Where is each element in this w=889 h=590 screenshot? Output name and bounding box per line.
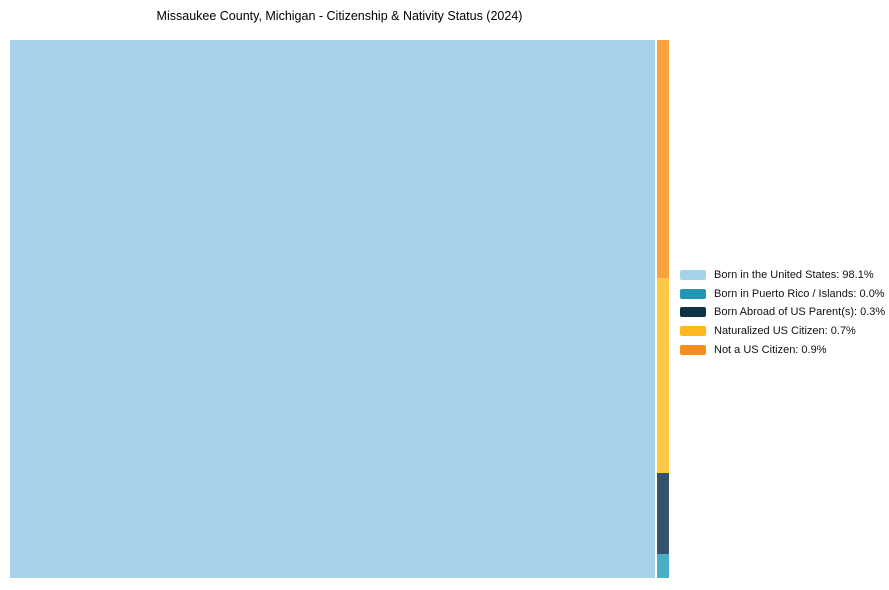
legend-label: Not a US Citizen: 0.9% (714, 343, 827, 356)
legend-item-not-a-us-citizen[interactable]: Not a US Citizen: 0.9% (680, 340, 885, 359)
legend-swatch-not-a-us-citizen (680, 344, 706, 355)
legend-item-born-abroad[interactable]: Born Abroad of US Parent(s): 0.3% (680, 303, 885, 322)
legend-label: Born in the United States: 98.1% (714, 269, 874, 282)
treemap-block-born-in-us[interactable] (10, 40, 655, 578)
treemap-block-born-in-puerto-rico-islands[interactable] (657, 554, 669, 578)
legend-item-naturalized[interactable]: Naturalized US Citizen: 0.7% (680, 322, 885, 341)
treemap-block-not-a-us-citizen[interactable] (657, 40, 669, 278)
legend-swatch-naturalized (680, 326, 706, 337)
legend-label: Born Abroad of US Parent(s): 0.3% (714, 306, 886, 319)
legend-swatch-born-abroad (680, 307, 706, 318)
legend-label: Naturalized US Citizen: 0.7% (714, 325, 856, 338)
treemap-block-naturalized-us-citizen[interactable] (657, 278, 669, 473)
legend-label: Born in Puerto Rico / Islands: 0.0% (714, 287, 885, 300)
treemap-block-born-abroad-us-parents[interactable] (657, 473, 669, 554)
chart-title: Missaukee County, Michigan - Citizenship… (156, 9, 523, 23)
legend: Born in the United States: 98.1% Born in… (680, 266, 885, 359)
legend-item-born-in-us[interactable]: Born in the United States: 98.1% (680, 266, 885, 285)
legend-swatch-born-in-puerto-rico (680, 288, 706, 299)
legend-item-born-in-puerto-rico[interactable]: Born in Puerto Rico / Islands: 0.0% (680, 285, 885, 304)
treemap-plot (10, 40, 669, 578)
legend-swatch-born-in-us (680, 270, 706, 281)
